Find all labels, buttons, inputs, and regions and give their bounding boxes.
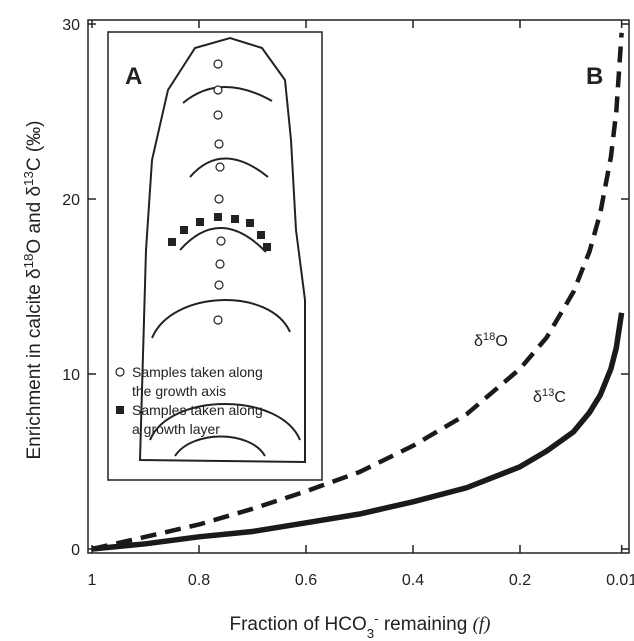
x-axis-label: Fraction of HCO3- remaining (f) [229,611,490,641]
y-axis-label-part: O and δ [24,186,45,254]
x-tick-label: 0.8 [188,572,210,589]
x-tick-label: 0.01 [606,572,634,589]
inset: Samples taken along the growth axis Samp… [107,31,323,481]
data-line [91,32,624,552]
legend-marker [116,406,124,414]
layer-samples [168,213,271,251]
y-axis-label-part: C (‰) [24,120,45,171]
x-axis-label-part: Fraction of HCO [229,614,366,635]
y-tick-label: 30 [62,17,80,34]
legend-text: a growth layer [132,421,220,437]
x-axis-label-part: - [374,611,378,626]
x-axis-label-part: remaining [379,614,473,635]
annotation-part: 13 [542,387,554,399]
data-line [91,312,625,552]
annotation-part: O [495,333,507,350]
annotation: δ13C [533,387,566,406]
legend-text: Samples taken along [132,364,263,380]
y-axis-label-part: 18 [21,254,36,269]
y-tick-label: 10 [62,367,80,384]
y-tick-label: 0 [71,542,80,559]
x-tick-label: 0.4 [402,572,424,589]
y-axis-label: Enrichment in calcite δ18O and δ13C (‰) [21,120,46,459]
annotation-part: δ [533,389,542,406]
x-axis-label-part: (f) [473,614,491,635]
x-tick-label: 0.2 [509,572,531,589]
y-axis-label-part: 13 [21,171,36,186]
legend-text: the growth axis [132,383,226,399]
plot-frame [87,19,630,554]
annotation-part: C [554,389,566,406]
panel-label: A [125,63,142,90]
axis-samples [213,59,226,325]
panel-label: B [586,63,603,90]
annotation-part: 18 [483,331,495,343]
x-tick-label: 1 [88,572,97,589]
annotation: δ18O [474,331,508,350]
legend-text: Samples taken along [132,402,263,418]
legend-marker [115,367,125,377]
y-tick-label: 20 [62,192,80,209]
x-axis-label-part: 3 [367,626,374,641]
annotation-part: δ [474,333,483,350]
x-tick-label: 0.6 [295,572,317,589]
stalagmite-sketch [138,36,306,464]
y-axis-label-part: Enrichment in calcite δ [24,268,45,459]
